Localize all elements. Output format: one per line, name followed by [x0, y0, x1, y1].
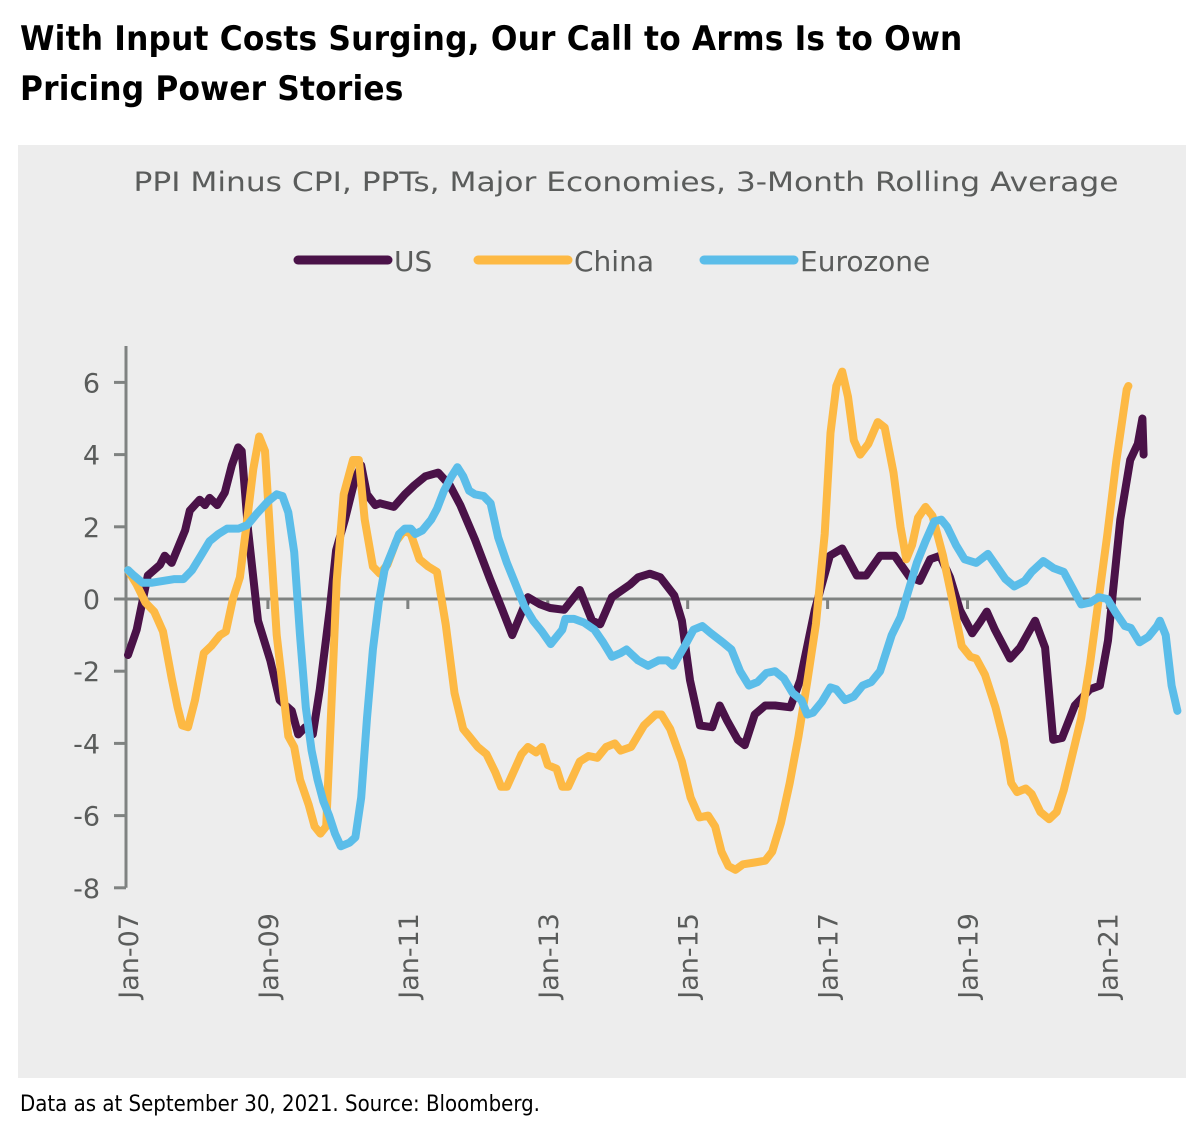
y-tick-label: -4	[73, 729, 100, 760]
series-line-eurozone	[124, 463, 1182, 851]
line-chart: PPI Minus CPI, PPTs, Major Economies, 3-…	[73, 167, 1182, 1001]
series-line-china	[124, 367, 1133, 874]
y-tick-label: 0	[83, 585, 100, 616]
y-tick-label: -6	[73, 802, 100, 833]
legend-label-eurozone: Eurozone	[800, 245, 930, 278]
chart-title: With Input Costs Surging, Our Call to Ar…	[20, 19, 963, 109]
x-tick-label: Jan-07	[114, 913, 145, 1001]
source-note: Data as at September 30, 2021. Source: B…	[20, 1092, 540, 1117]
y-tick-label: -2	[73, 657, 100, 688]
x-tick-label: Jan-19	[954, 913, 985, 1001]
y-tick-label: 2	[83, 513, 100, 544]
x-tick-label: Jan-21	[1093, 913, 1124, 1001]
chart-panel: PPI Minus CPI, PPTs, Major Economies, 3-…	[18, 145, 1186, 1078]
x-tick-label: Jan-15	[674, 913, 705, 1001]
legend: US China Eurozone	[293, 245, 930, 278]
legend-label-us: US	[394, 245, 432, 278]
y-tick-label: 6	[83, 368, 100, 399]
axes: 6 4 2 0 -2 -4 -6 -8 Jan-07 Jan-09 Jan-11 Jan-13 Jan-…	[73, 346, 1141, 1001]
series-line-us	[124, 414, 1148, 750]
y-tick-label: -8	[73, 874, 100, 905]
x-tick-label: Jan-11	[394, 913, 425, 1001]
legend-label-china: China	[574, 245, 654, 278]
chart-subtitle: PPI Minus CPI, PPTs, Major Economies, 3-…	[134, 167, 1119, 198]
x-tick-label: Jan-17	[814, 913, 845, 1001]
series-group	[124, 367, 1182, 874]
x-tick-label: Jan-09	[254, 913, 285, 1001]
x-tick-label: Jan-13	[534, 913, 565, 1001]
y-tick-label: 4	[83, 441, 100, 472]
